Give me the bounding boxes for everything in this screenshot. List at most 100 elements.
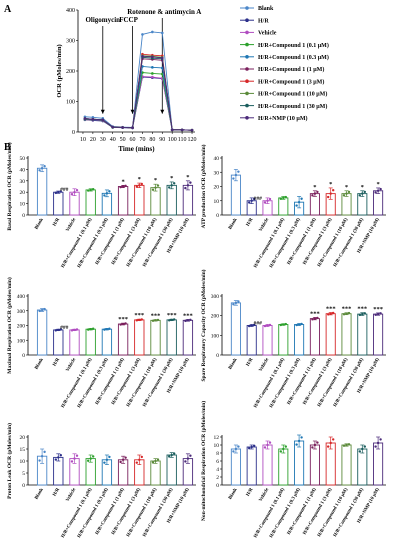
replicate-point [140,182,143,186]
replicate-point [282,196,285,200]
replicate-point [358,194,361,197]
replicate-point [105,458,109,461]
x-tick-label: Blank [228,487,239,500]
replicate-point [108,190,111,193]
y-tick-label: 30 [214,170,220,176]
replicate-point [124,322,127,325]
replicate-point [189,454,192,457]
x-tick-label: H/R+Compound 1 (0.1 μM) [253,487,286,539]
replicate-point [376,441,380,445]
replicate-point [342,444,346,447]
replicate-point [189,318,192,322]
legend-label: H/R+Compound 1 (0.3 μM) [258,54,329,61]
replicate-point [295,443,298,446]
replicate-point [168,186,171,189]
y-tick-label: 5 [22,471,25,477]
legend-marker [245,116,249,120]
replicate-point [297,439,301,443]
replicate-point [284,445,287,448]
x-tick-label: H/R+Compound 1 (0.1 μM) [61,217,94,269]
replicate-point [342,194,346,197]
bar [262,444,273,486]
significance-label: ### [254,196,263,202]
x-tick-label: H/R+Compound 1 (10 μM) [126,487,158,538]
replicate-point [379,312,382,315]
bar [341,313,352,356]
x-tick-label: H/R [246,357,255,367]
replicate-point [253,444,256,447]
replicate-point [151,319,155,322]
significance-label: *** [183,312,193,319]
significance-label: * [345,184,348,191]
replicate-point [57,191,60,194]
replicate-point [376,189,380,192]
y-tick-label: 400 [17,294,26,300]
y-tick-label: 300 [17,309,26,315]
replicate-point [363,312,366,315]
replicate-point [263,201,267,204]
legend-marker [245,6,249,10]
replicate-point [92,455,95,458]
y-tick-label: 400 [66,8,75,14]
replicate-point [295,204,298,207]
bar [36,309,48,356]
bar [182,319,194,356]
x-tick-label: H/R+Compound 1 (10 μM) [317,487,349,538]
replicate-point [361,192,364,195]
replicate-point [253,197,256,201]
replicate-point [135,461,138,464]
replicate-point [138,184,141,187]
replicate-point [57,456,60,459]
replicate-point [379,187,382,191]
data-point [141,33,144,36]
replicate-point [173,452,176,455]
data-point [151,55,154,59]
x-tick-label: H/R+Compound 1 (10 μM) [126,217,158,268]
replicate-point [316,190,319,194]
replicate-point [279,450,282,453]
bar [309,318,320,356]
y-axis-label: ATP production OCR (pMoles/min) [200,144,207,228]
x-tick-label: 110 [178,137,187,143]
legend-marker [245,55,249,59]
significance-label: *** [373,306,383,313]
replicate-point [300,197,303,200]
replicate-point [168,319,171,322]
replicate-point [151,461,155,464]
replicate-point [43,165,46,168]
annotation-arrow-head [160,109,165,114]
legend-marker [245,30,249,35]
x-tick-label: H/R+Compound 1 (0.3 μM) [77,357,110,409]
bar [278,197,289,216]
bar [309,193,320,216]
bar [85,458,96,486]
y-tick-label: 12 [214,435,220,441]
x-tick-label: H/R+Compound 1 (0.3 μM) [269,217,302,269]
replicate-point [250,324,253,327]
bar [36,167,48,216]
x-tick-label: H/R+Compound 1 (30 μM) [333,357,365,408]
legend-label: H/R [258,18,269,24]
legend-marker [245,42,249,47]
significance-label: ### [254,321,263,327]
replicate-point [154,459,157,463]
line-chart-panel-a: 10 20 30 40 50 60 70 80 90 100 110 1200100200300400… [56,8,201,153]
significance-label: *** [357,306,367,313]
x-tick-label: 120 [188,137,197,143]
y-tick-label: 20 [20,190,26,196]
replicate-point [119,460,122,464]
replicate-point [59,190,62,193]
x-tick-label: H/R+Compound 1 (0.3 μM) [77,487,110,539]
data-point [151,66,154,69]
replicate-point [282,323,285,326]
significance-label: *** [342,306,352,313]
data-point [151,75,154,79]
replicate-point [105,327,109,331]
x-tick-label: Vehicle [259,488,271,503]
replicate-point [89,188,92,192]
y-tick-label: 10 [20,202,26,208]
significance-label: *** [151,313,161,320]
bar-chart: 0 10 20 30 40 50 Basal Respiration OCR (pMoles… [6,142,196,269]
x-tick-label: Vehicle [259,358,271,373]
replicate-point [103,461,106,464]
